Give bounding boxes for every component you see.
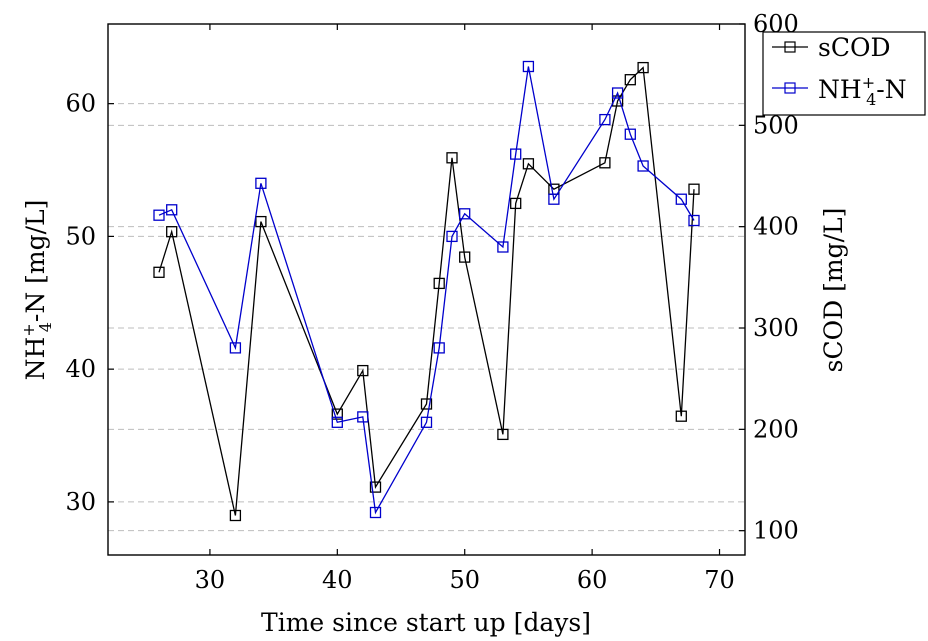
series-0-point-12 xyxy=(510,197,522,210)
series-0-point-20 xyxy=(688,183,700,195)
series-layer xyxy=(153,60,700,522)
series-1-point-19 xyxy=(675,193,687,205)
plot-area xyxy=(107,23,746,556)
grid xyxy=(108,103,745,532)
series-1-point-0 xyxy=(153,209,165,221)
series-0-point-7 xyxy=(420,398,433,410)
y-right-tick-label-200: 200 xyxy=(753,415,799,443)
series-1-point-20 xyxy=(688,214,700,227)
series-0-point-11 xyxy=(497,428,509,441)
y-right-tick-label-400: 400 xyxy=(753,213,799,241)
series-1-point-10 xyxy=(459,208,471,220)
y-right-tick-label-100: 100 xyxy=(753,517,799,545)
series-1-point-2 xyxy=(229,342,242,354)
series-0-point-9 xyxy=(446,152,458,164)
series-line-1 xyxy=(158,66,695,515)
x-tick-label-30: 30 xyxy=(195,566,226,594)
series-0-point-4 xyxy=(331,408,343,420)
y-axis-label-right: sCOD [mg/L] xyxy=(819,208,848,373)
series-1-point-3 xyxy=(255,177,267,189)
series-0-point-15 xyxy=(599,157,611,169)
legend: sCOD NH+ 4-N xyxy=(762,31,926,116)
series-1-point-15 xyxy=(599,113,611,126)
series-1-point-13 xyxy=(522,60,535,73)
series-0-point-0 xyxy=(153,266,165,278)
y-left-tick-label-40: 40 xyxy=(65,355,96,383)
y-right-tick-label-500: 500 xyxy=(753,111,799,139)
series-1-point-12 xyxy=(510,148,522,160)
y-right-tick-label-300: 300 xyxy=(753,314,799,342)
series-0-point-18 xyxy=(637,61,649,74)
series-1-point-6 xyxy=(369,506,382,519)
series-1-point-5 xyxy=(357,411,369,423)
series-line-0 xyxy=(158,66,695,516)
y-left-tick-label-60: 60 xyxy=(65,90,96,118)
legend-box xyxy=(762,31,926,116)
series-0-point-8 xyxy=(433,277,445,290)
series-0-point-13 xyxy=(522,158,535,170)
series-0-point-6 xyxy=(369,481,382,493)
y-axis-label-left: NH+4-N [mg/L] xyxy=(19,200,55,381)
series-0-point-19 xyxy=(675,410,687,422)
series-1-point-16 xyxy=(611,87,624,99)
y-left-tick-label-50: 50 xyxy=(65,222,96,250)
series-0-point-1 xyxy=(166,226,178,238)
x-tick-label-40: 40 xyxy=(322,566,353,594)
series-1-point-11 xyxy=(497,241,509,253)
series-1-point-4 xyxy=(331,416,343,428)
series-1-point-18 xyxy=(637,160,649,172)
series-0-point-10 xyxy=(459,251,471,263)
legend-marker-nh4 xyxy=(784,82,796,94)
series-1-point-8 xyxy=(433,342,445,354)
series-0-point-16 xyxy=(611,95,624,107)
series-1-point-1 xyxy=(166,204,178,216)
series-0-point-17 xyxy=(624,74,636,86)
series-1-point-17 xyxy=(624,128,636,140)
series-0-point-3 xyxy=(255,215,267,228)
x-tick-label-60: 60 xyxy=(577,566,608,594)
series-0-point-5 xyxy=(357,364,369,377)
series-1-point-14 xyxy=(548,193,560,205)
legend-marker-scod xyxy=(784,41,796,53)
x-tick-label-50: 50 xyxy=(449,566,480,594)
series-1-point-9 xyxy=(446,230,458,243)
x-axis-label: Time since start up [days] xyxy=(261,608,591,637)
series-1-point-7 xyxy=(420,416,433,428)
legend-label-nh4: NH+ 4-N xyxy=(818,73,907,109)
y-left-tick-label-30: 30 xyxy=(65,488,96,516)
series-0-point-2 xyxy=(229,509,242,522)
legend-label-scod: sCOD xyxy=(818,33,891,62)
x-tick-label-70: 70 xyxy=(704,566,735,594)
